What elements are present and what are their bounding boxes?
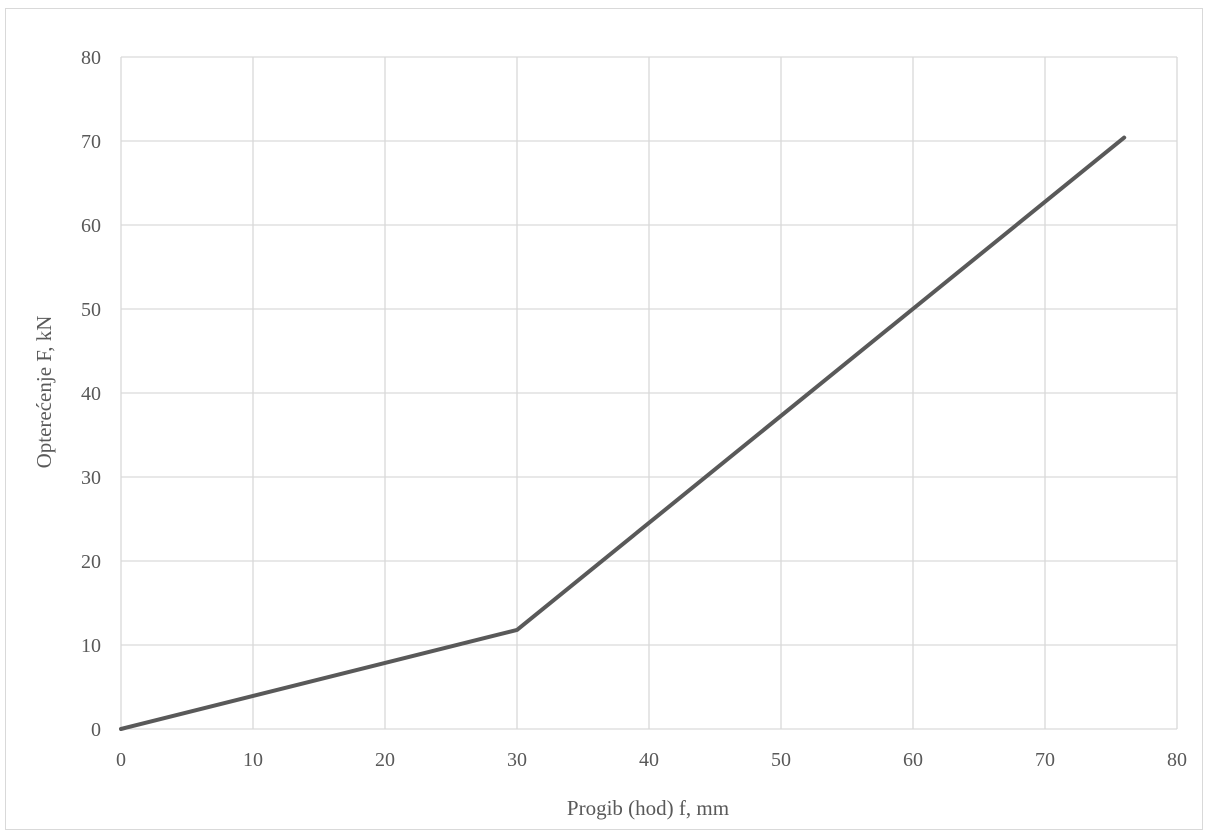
y-tick-label-40: 40: [81, 383, 101, 405]
series-line-0: [119, 135, 1127, 731]
y-tick-label-20: 20: [81, 551, 101, 573]
x-axis-tick-labels: 0 10 20 30 40 50 60 70 80: [116, 749, 1187, 771]
y-axis-tick-labels: 0 10 20 30 40 50 60 70 80: [81, 47, 101, 741]
series-group: [119, 135, 1127, 731]
chart-area: [5, 8, 1203, 830]
x-tick-label-40: 40: [639, 749, 659, 771]
y-tick-label-0: 0: [91, 719, 101, 741]
y-tick-label-60: 60: [81, 215, 101, 237]
x-tick-label-80: 80: [1167, 749, 1187, 771]
x-tick-label-30: 30: [507, 749, 527, 771]
x-tick-label-20: 20: [375, 749, 395, 771]
x-tick-label-60: 60: [903, 749, 923, 771]
y-tick-label-30: 30: [81, 467, 101, 489]
y-tick-label-80: 80: [81, 47, 101, 69]
x-tick-label-50: 50: [771, 749, 791, 771]
horizontal-gridlines: [121, 56, 1177, 730]
x-tick-label-70: 70: [1035, 749, 1055, 771]
x-tick-label-10: 10: [243, 749, 263, 771]
x-axis-title: Progib (hod) f, mm: [567, 796, 729, 820]
y-tick-label-70: 70: [81, 131, 101, 153]
y-tick-label-50: 50: [81, 299, 101, 321]
y-tick-label-10: 10: [81, 635, 101, 657]
x-tick-label-0: 0: [116, 749, 126, 771]
y-axis-title: Opterećenje F, kN: [32, 316, 56, 469]
